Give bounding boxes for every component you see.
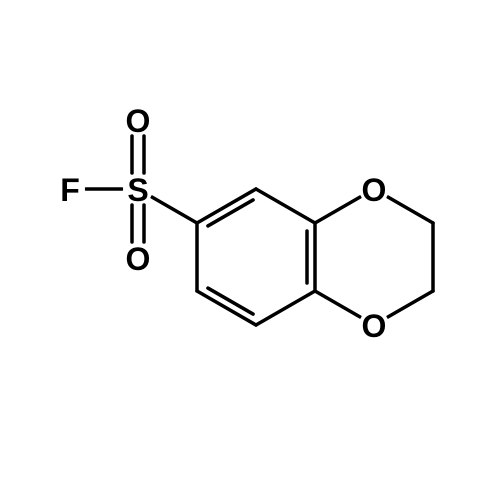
atom-label-o: O	[362, 172, 387, 208]
bond	[256, 291, 315, 325]
atom-label-s: S	[127, 172, 148, 208]
molecule-diagram: FSOOOO	[0, 0, 500, 500]
bond	[315, 197, 360, 223]
bond	[197, 291, 256, 325]
bond	[388, 197, 433, 223]
bond	[197, 189, 256, 223]
atom-label-f: F	[60, 172, 80, 208]
bond	[256, 189, 315, 223]
atom-label-o: O	[126, 241, 151, 277]
bond	[315, 291, 360, 317]
atom-label-o: O	[126, 103, 151, 139]
bond	[152, 197, 197, 223]
bond	[388, 291, 433, 317]
atom-label-o: O	[362, 308, 387, 344]
